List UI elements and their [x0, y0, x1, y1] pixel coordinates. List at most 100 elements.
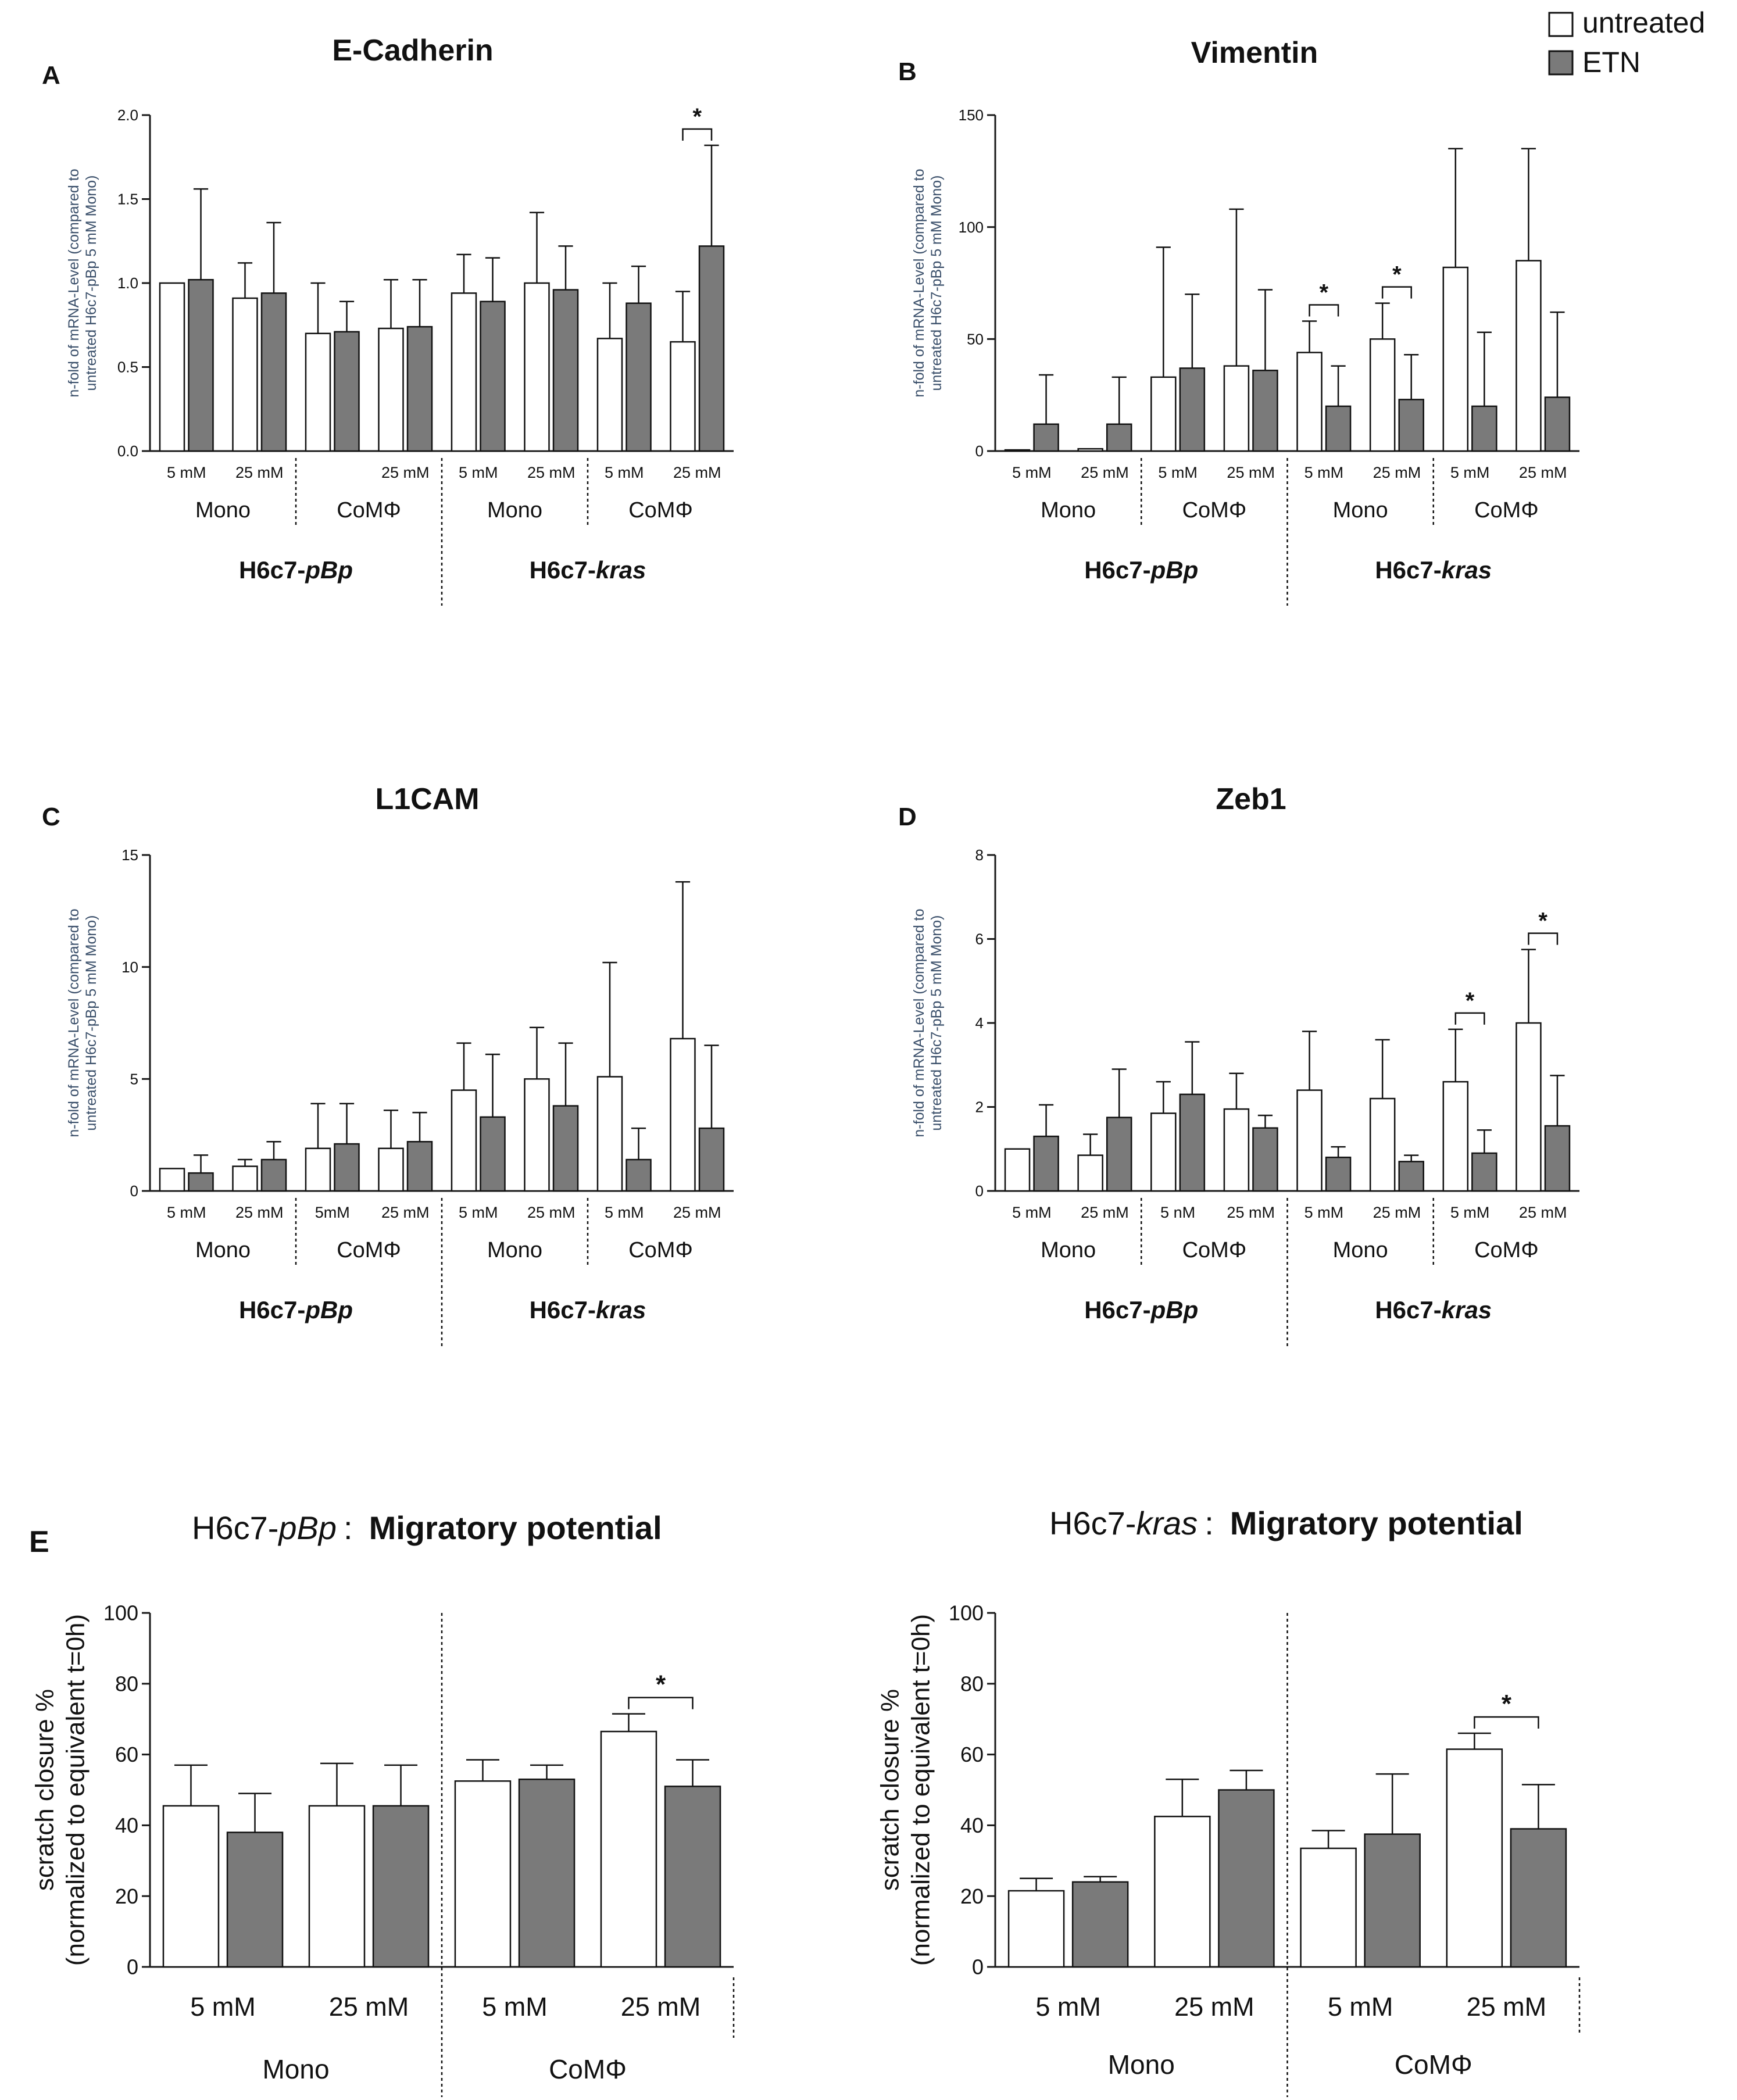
x-category-label: 25 mM [381, 464, 430, 481]
y-tick-label: 100 [959, 219, 984, 236]
x-category-label: 5 mM [167, 464, 206, 481]
y-tick-label: 50 [967, 330, 984, 348]
group-label: Mono [1333, 498, 1388, 523]
x-category-label: 5 mM [1158, 464, 1198, 481]
bar-untreated [1442, 266, 1469, 452]
bar-etn [1398, 1161, 1424, 1192]
y-tick-label: 2.0 [117, 106, 138, 124]
bar-untreated [1516, 1022, 1542, 1192]
x-category-label: 25 mM [1519, 1204, 1567, 1221]
bar-untreated [1004, 1148, 1031, 1192]
x-category-label: 5 mM [1450, 464, 1490, 481]
x-category-label: 25 mM [1081, 464, 1129, 481]
group-label: CoMΦ [1474, 498, 1539, 523]
x-category-label: 25 mM [329, 1992, 409, 2022]
charts-layer: A E-Cadherin 0.0 0.5 1.0 1.5 2.0 n-fold of mRNA… [29, 34, 1581, 2097]
y-axis-label: (normalized to equivalent t=0h) [906, 1614, 935, 1966]
bar-untreated [454, 1780, 512, 1968]
legend-etn-swatch [1548, 50, 1574, 76]
legend-etn-label: ETN [1582, 46, 1640, 78]
cell-line-suffix: kras [596, 1296, 646, 1323]
bar-etn [1218, 1789, 1275, 1968]
x-category-label: 5 mM [459, 464, 498, 481]
cell-line-label: H6c7-kras [530, 556, 646, 584]
bar-etn [334, 331, 360, 452]
cell-line-label: H6c7-pBp [1084, 1296, 1198, 1323]
y-axis-label: n-fold of mRNA-Level (compared to [66, 169, 82, 397]
x-category-label: 25 mM [235, 464, 284, 481]
bar-etn [1325, 405, 1352, 452]
chart-panel-b: B Vimentin 0 50 100 150 n-fold of mRNA-Level (… [898, 36, 1579, 606]
y-tick-label: 40 [115, 1813, 138, 1837]
bar-etn [626, 302, 652, 452]
x-category-label: 5 mM [1304, 464, 1344, 481]
group-label: CoMΦ [1395, 2049, 1472, 2080]
title-prefix: H6c7- [1049, 1505, 1136, 1541]
cell-line-suffix: pBp [305, 556, 353, 584]
y-tick-label: 0 [972, 1955, 984, 1979]
x-category-label: 25 mM [673, 464, 721, 481]
bar-untreated [1223, 365, 1250, 452]
bar-etn [1364, 1833, 1421, 1968]
y-tick-label: 20 [115, 1884, 138, 1908]
significance-bracket [628, 1697, 694, 1709]
x-category-label: 25 mM [381, 1204, 430, 1221]
group-label: CoMΦ [337, 498, 401, 523]
cell-line-suffix: pBp [1150, 556, 1199, 584]
bar-etn [1179, 367, 1206, 452]
x-category-label: 5 nM [1160, 1204, 1195, 1221]
cell-line-prefix: H6c7- [530, 556, 596, 584]
group-label: CoMΦ [1182, 498, 1247, 523]
x-category-label: 5 mM [167, 1204, 206, 1221]
bar-untreated [451, 292, 477, 452]
bar-etn [1471, 1152, 1497, 1192]
bar-untreated [1154, 1815, 1211, 1968]
y-tick-label: 15 [121, 846, 138, 864]
x-category-label: 25 mM [1373, 1204, 1421, 1221]
bar-untreated [1516, 260, 1542, 452]
bar-etn [1252, 1127, 1278, 1192]
bar-untreated [1296, 1089, 1323, 1192]
title-bold: Migratory potential [369, 1509, 662, 1546]
legend-untreated-swatch [1548, 12, 1574, 37]
bar-untreated [670, 1038, 696, 1192]
x-category-label: 5 mM [1328, 1992, 1393, 2022]
x-category-label: 25 mM [1519, 464, 1567, 481]
bar-untreated [1077, 448, 1103, 452]
bar-etn [698, 1127, 725, 1192]
cell-line-suffix: kras [1442, 1296, 1492, 1323]
significance-bracket [1454, 1012, 1485, 1025]
y-tick-label: 0.0 [117, 442, 138, 460]
y-tick-label: 4 [975, 1014, 984, 1032]
title-separator: : [344, 1509, 353, 1546]
y-tick-label: 6 [975, 931, 984, 948]
bar-etn [480, 300, 506, 452]
bar-etn [1398, 399, 1424, 452]
bar-etn [698, 245, 725, 452]
group-label: CoMΦ [549, 2054, 627, 2084]
group-label: CoMΦ [337, 1238, 401, 1262]
bar-untreated [451, 1089, 477, 1192]
bar-untreated [1442, 1081, 1469, 1192]
bar-etn [1179, 1093, 1206, 1192]
bar-etn [406, 1140, 433, 1192]
panel-letter: A [42, 61, 60, 90]
bar-etn [188, 278, 214, 452]
y-tick-label: 0 [975, 1182, 984, 1200]
x-category-label: 5 mM [1012, 1204, 1052, 1221]
bar-untreated [1446, 1748, 1503, 1968]
group-label: Mono [1108, 2049, 1175, 2080]
bar-etn [1071, 1881, 1129, 1968]
y-tick-label: 60 [115, 1743, 138, 1766]
y-tick-label: 80 [115, 1672, 138, 1695]
bar-etn [664, 1786, 721, 1968]
x-category-label: 25 mM [1081, 1204, 1129, 1221]
bar-etn [260, 1158, 287, 1192]
y-axis-label: scratch closure % [31, 1689, 59, 1891]
y-tick-label: 100 [103, 1601, 138, 1625]
bar-etn [1106, 423, 1132, 452]
y-axis-label: scratch closure % [876, 1689, 905, 1891]
cell-line-suffix: pBp [1150, 1296, 1199, 1323]
